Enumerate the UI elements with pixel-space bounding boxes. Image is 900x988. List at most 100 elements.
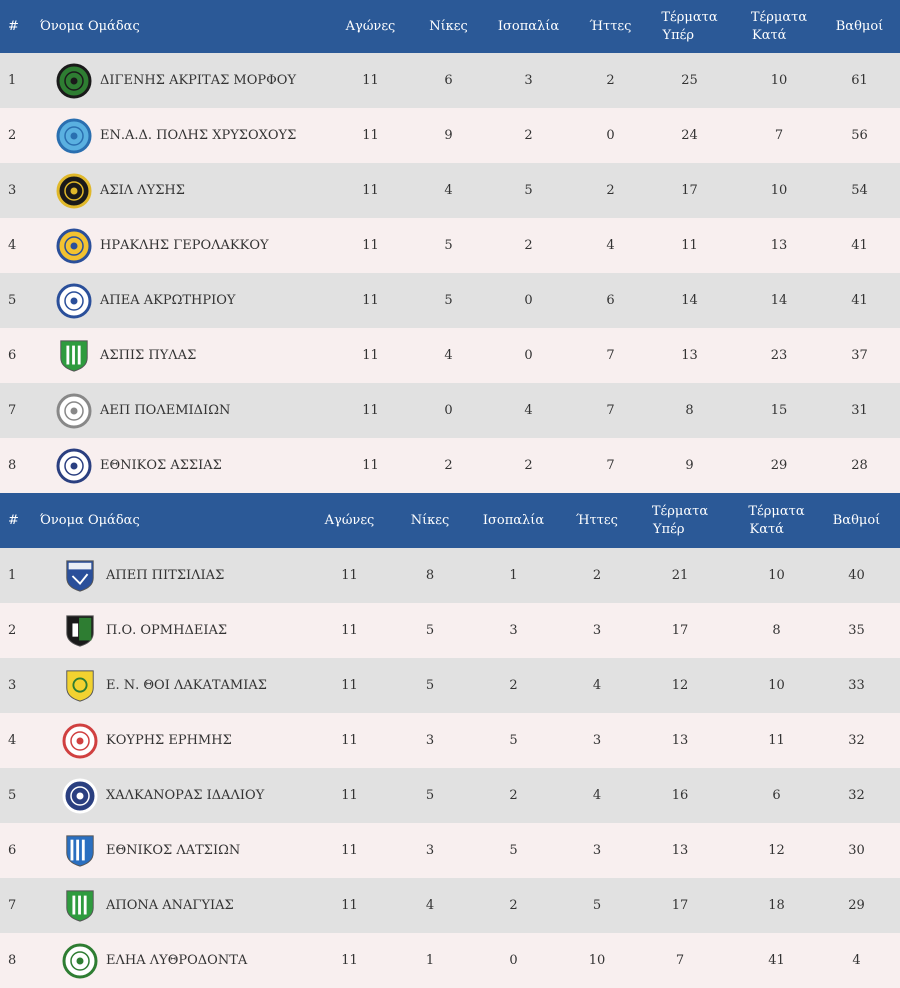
table-row: 3 Ε. Ν. ΘΟΙ ΛΑΚΑΤΑΜΙΑΣ 11 5 2 4 12 10 33: [0, 658, 900, 713]
team-name[interactable]: ΑΣΙΛ ΛΥΣΗΣ: [100, 183, 185, 198]
shield-blue-stripes-icon: [62, 833, 98, 869]
team-cell[interactable]: ΔΙΓΕΝΗΣ ΑΚΡΙΤΑΣ ΜΟΡΦΟΥ: [22, 53, 320, 108]
crest-white-navy-icon: [56, 448, 92, 484]
team-cell[interactable]: ΑΣΠΙΣ ΠΥΛΑΣ: [22, 328, 320, 383]
team-cell[interactable]: ΧΑΛΚΑΝΟΡΑΣ ΙΔΑΛΙΟΥ: [22, 768, 292, 823]
points-cell: 35: [813, 603, 900, 658]
crest-white-blue-icon: [56, 283, 92, 319]
header-draws: Ισοπαλία: [453, 493, 574, 548]
draws-cell: 4: [476, 383, 581, 438]
team-cell[interactable]: ΑΣΙΛ ΛΥΣΗΣ: [22, 163, 320, 218]
goals-against-cell: 41: [740, 933, 813, 988]
team-name[interactable]: ΧΑΛΚΑΝΟΡΑΣ ΙΔΑΛΙΟΥ: [106, 788, 265, 803]
points-cell: 56: [819, 108, 900, 163]
draws-cell: 2: [453, 768, 574, 823]
team-cell[interactable]: ΕΝ.Α.Δ. ΠΟΛΗΣ ΧΡΥΣΟΧΟΥΣ: [22, 108, 320, 163]
team-name[interactable]: ΑΣΠΙΣ ΠΥΛΑΣ: [100, 348, 197, 363]
played-cell: 11: [320, 163, 421, 218]
wins-cell: 2: [421, 438, 476, 493]
goals-for-cell: 13: [620, 823, 740, 878]
header-goals-for: Τέρματα Υπέρ: [620, 493, 740, 548]
header-goals-against-line2: Κατά: [752, 27, 787, 43]
standings-table-group-2: # Όνομα Ομάδας Αγώνες Νίκες Ισοπαλία Ήττ…: [0, 493, 900, 988]
team-name[interactable]: ΕΝ.Α.Δ. ΠΟΛΗΣ ΧΡΥΣΟΧΟΥΣ: [100, 128, 297, 143]
losses-cell: 2: [574, 548, 620, 603]
table-row: 4 ΚΟΥΡΗΣ ΕΡΗΜΗΣ 11 3 5 3 13 11 32: [0, 713, 900, 768]
team-cell[interactable]: ΕΘΝΙΚΟΣ ΑΣΣΙΑΣ: [22, 438, 320, 493]
played-cell: 11: [320, 383, 421, 438]
team-cell[interactable]: ΕΛΗΑ ΛΥΘΡΟΔΟΝΤΑ: [22, 933, 292, 988]
draws-cell: 2: [453, 878, 574, 933]
team-name[interactable]: ΑΕΠ ΠΟΛΕΜΙΔΙΩΝ: [100, 403, 231, 418]
goals-for-cell: 14: [640, 273, 739, 328]
position-cell: 5: [0, 768, 22, 823]
goals-for-cell: 9: [640, 438, 739, 493]
team-name[interactable]: ΕΛΗΑ ΛΥΘΡΟΔΟΝΤΑ: [106, 953, 248, 968]
position-cell: 6: [0, 823, 22, 878]
points-cell: 41: [819, 273, 900, 328]
crest-yellow-blue-icon: [56, 228, 92, 264]
goals-for-cell: 17: [620, 878, 740, 933]
played-cell: 11: [292, 933, 407, 988]
team-cell[interactable]: ΕΘΝΙΚΟΣ ΛΑΤΣΙΩΝ: [22, 823, 292, 878]
played-cell: 11: [292, 768, 407, 823]
goals-for-cell: 24: [640, 108, 739, 163]
goals-for-cell: 16: [620, 768, 740, 823]
team-cell[interactable]: Ε. Ν. ΘΟΙ ΛΑΚΑΤΑΜΙΑΣ: [22, 658, 292, 713]
team-name[interactable]: ΗΡΑΚΛΗΣ ΓΕΡΟΛΑΚΚΟΥ: [100, 238, 269, 253]
goals-against-cell: 12: [740, 823, 813, 878]
table-row: 2 Π.Ο. ΟΡΜΗΔΕΙΑΣ 11 5 3 3 17 8 35: [0, 603, 900, 658]
crest-green-black-icon: [56, 63, 92, 99]
goals-against-cell: 8: [740, 603, 813, 658]
team-name[interactable]: ΕΘΝΙΚΟΣ ΑΣΣΙΑΣ: [100, 458, 222, 473]
position-cell: 4: [0, 713, 22, 768]
team-name[interactable]: ΑΠΟΝΑ ΑΝΑΓΥΙΑΣ: [106, 898, 234, 913]
position-cell: 3: [0, 658, 22, 713]
draws-cell: 3: [453, 603, 574, 658]
team-name[interactable]: ΑΠΕΑ ΑΚΡΩΤΗΡΙΟΥ: [100, 293, 236, 308]
table-row: 5 ΑΠΕΑ ΑΚΡΩΤΗΡΙΟΥ 11 5 0 6 14 14 41: [0, 273, 900, 328]
team-cell[interactable]: ΑΠΕΠ ΠΙΤΣΙΛΙΑΣ: [22, 548, 292, 603]
crest-black-yellow-icon: [56, 173, 92, 209]
header-team-name: Όνομα Ομάδας: [22, 0, 320, 53]
team-cell[interactable]: ΗΡΑΚΛΗΣ ΓΕΡΟΛΑΚΚΟΥ: [22, 218, 320, 273]
header-goals-against: Τέρματα Κατά: [740, 493, 813, 548]
crest-navy-white-icon: [62, 778, 98, 814]
team-cell[interactable]: ΑΠΟΝΑ ΑΝΑΓΥΙΑΣ: [22, 878, 292, 933]
played-cell: 11: [292, 658, 407, 713]
team-cell[interactable]: Π.Ο. ΟΡΜΗΔΕΙΑΣ: [22, 603, 292, 658]
wins-cell: 4: [421, 163, 476, 218]
standings-body-group-2: 1 ΑΠΕΠ ΠΙΤΣΙΛΙΑΣ 11 8 1 2 21 10 40 2 Π.Ο. ΟΡΜΗΔΕΙΑ…: [0, 548, 900, 988]
header-losses: Ήττες: [574, 493, 620, 548]
team-name[interactable]: ΔΙΓΕΝΗΣ ΑΚΡΙΤΑΣ ΜΟΡΦΟΥ: [100, 73, 297, 88]
team-name[interactable]: ΚΟΥΡΗΣ ΕΡΗΜΗΣ: [106, 733, 232, 748]
table-header-row: # Όνομα Ομάδας Αγώνες Νίκες Ισοπαλία Ήττ…: [0, 493, 900, 548]
header-goals-for-line2: Υπέρ: [653, 521, 685, 537]
draws-cell: 0: [476, 328, 581, 383]
shield-yellow-green-icon: [62, 668, 98, 704]
shield-green-white-icon: [56, 338, 92, 374]
losses-cell: 4: [574, 658, 620, 713]
team-cell[interactable]: ΑΕΠ ΠΟΛΕΜΙΔΙΩΝ: [22, 383, 320, 438]
losses-cell: 2: [581, 163, 640, 218]
table-row: 6 ΑΣΠΙΣ ΠΥΛΑΣ 11 4 0 7 13 23 37: [0, 328, 900, 383]
team-cell[interactable]: ΚΟΥΡΗΣ ΕΡΗΜΗΣ: [22, 713, 292, 768]
team-name[interactable]: Π.Ο. ΟΡΜΗΔΕΙΑΣ: [106, 623, 228, 638]
header-points: Βαθμοί: [813, 493, 900, 548]
header-wins: Νίκες: [407, 493, 453, 548]
goals-against-cell: 23: [739, 328, 819, 383]
team-name[interactable]: ΕΘΝΙΚΟΣ ΛΑΤΣΙΩΝ: [106, 843, 241, 858]
team-name[interactable]: Ε. Ν. ΘΟΙ ΛΑΚΑΤΑΜΙΑΣ: [106, 678, 267, 693]
goals-against-cell: 13: [739, 218, 819, 273]
team-cell[interactable]: ΑΠΕΑ ΑΚΡΩΤΗΡΙΟΥ: [22, 273, 320, 328]
crest-white-grey-icon: [56, 393, 92, 429]
goals-for-cell: 12: [620, 658, 740, 713]
header-position: #: [0, 493, 22, 548]
goals-against-cell: 10: [739, 163, 819, 218]
points-cell: 29: [813, 878, 900, 933]
team-name[interactable]: ΑΠΕΠ ΠΙΤΣΙΛΙΑΣ: [106, 568, 225, 583]
position-cell: 1: [0, 548, 22, 603]
draws-cell: 2: [453, 658, 574, 713]
points-cell: 4: [813, 933, 900, 988]
played-cell: 11: [320, 53, 421, 108]
